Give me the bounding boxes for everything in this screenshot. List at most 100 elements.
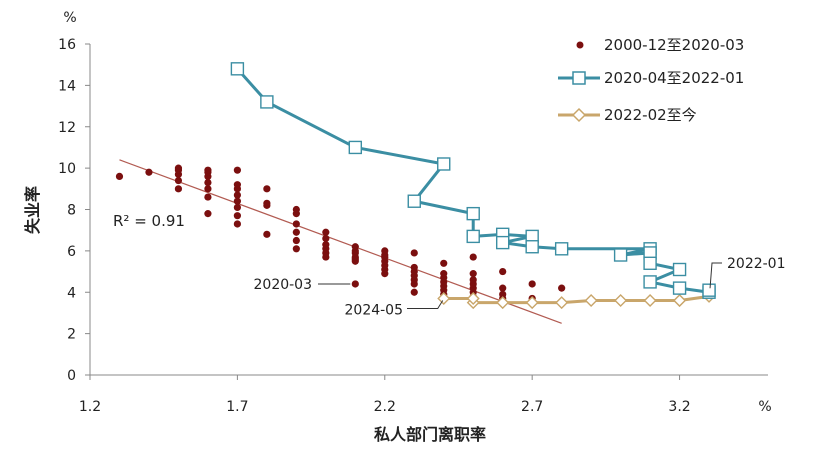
legend-marker-dot (576, 41, 584, 49)
x-ticks: 1.2 1.7 2.2 2.7 3.2 (79, 375, 691, 415)
data-point-square (437, 157, 451, 171)
data-point-dot (499, 267, 507, 276)
data-point-dot (292, 205, 300, 214)
data-point-dot (145, 168, 153, 176)
y-ticks: 0 2 4 6 8 10 12 14 16 (58, 37, 90, 384)
data-point-square (466, 206, 480, 221)
legend: 2000-12至2020-03 2020-04至2022-01 2022-02至… (558, 36, 744, 124)
x-tick-label: 1.2 (79, 399, 101, 415)
y-tick-label: 8 (67, 203, 76, 219)
data-point-dot (233, 197, 241, 205)
data-point-square (672, 281, 687, 295)
data-point-square (495, 235, 510, 250)
series-layer (115, 62, 716, 310)
data-point-diamond (437, 291, 451, 305)
data-point-dot (174, 164, 183, 172)
data-point-dot (233, 203, 241, 212)
legend-item-series-2: 2020-04至2022-01 (558, 69, 744, 87)
y-tick-label: 0 (67, 368, 76, 384)
data-point-dot (263, 199, 271, 207)
data-point-dot (204, 193, 212, 201)
data-point-dot (469, 253, 477, 261)
data-point-dot (410, 288, 418, 296)
annotation-layer: 2020-03 2024-05 2022-01 (254, 256, 786, 318)
data-point-dot (174, 176, 183, 185)
data-point-dot (263, 230, 271, 238)
data-point-dot (233, 181, 241, 189)
data-point-square (554, 242, 569, 256)
data-point-square (643, 275, 657, 289)
data-point-dot (233, 191, 241, 199)
data-point-diamond (466, 291, 480, 305)
y-axis-title: 失业率 (23, 186, 42, 234)
data-point-dot (499, 284, 507, 292)
annotation-leader-2022-01 (709, 262, 722, 289)
data-point-diamond (525, 296, 539, 310)
data-point-diamond (643, 294, 657, 308)
series-2022-now-line (437, 289, 716, 310)
legend-item-series-3: 2022-02至今 (558, 106, 697, 124)
data-point-dot (263, 185, 271, 193)
y-tick-label: 10 (58, 161, 76, 177)
data-point-dot (322, 234, 330, 243)
data-point-dot (204, 185, 212, 193)
r-squared-label: R² = 0.91 (113, 212, 185, 230)
data-point-dot (292, 236, 300, 245)
data-point-dot (292, 245, 300, 253)
legend-label-series-3: 2022-02至今 (604, 106, 697, 124)
x-axis-title: 私人部门离职率 (374, 425, 486, 444)
y-unit-label: % (63, 10, 76, 26)
data-point-dot (204, 210, 212, 218)
data-point-diamond (496, 296, 510, 310)
y-tick-label: 16 (58, 37, 76, 53)
data-point-dot (558, 284, 566, 292)
annotation-label-2020-03: 2020-03 (254, 277, 313, 293)
legend-label-series-1: 2000-12至2020-03 (604, 36, 744, 54)
data-point-dot (381, 247, 389, 255)
data-point-square (348, 140, 363, 155)
data-point-dot (115, 172, 124, 180)
data-point-diamond (673, 294, 687, 308)
data-point-dot (440, 270, 448, 278)
trendline-layer (119, 159, 562, 324)
data-point-dot (322, 228, 330, 236)
data-point-dot (233, 212, 241, 220)
data-point-dot (233, 220, 241, 228)
data-point-dot (292, 228, 300, 236)
data-point-dot (351, 243, 359, 251)
series-2020-2022-line (230, 62, 716, 299)
annotation-label-2024-05: 2024-05 (345, 302, 404, 318)
data-point-square (260, 95, 274, 109)
y-tick-label: 14 (58, 78, 76, 94)
y-tick-label: 12 (58, 120, 76, 136)
data-point-dot (322, 241, 330, 249)
data-point-dot (528, 280, 536, 288)
x-tick-label: 3.2 (668, 399, 690, 415)
data-point-square (672, 262, 687, 277)
x-tick-label: 1.7 (226, 399, 248, 415)
data-point-dot (174, 185, 183, 193)
legend-label-series-2: 2020-04至2022-01 (604, 69, 744, 87)
legend-marker-square (572, 71, 586, 85)
data-point-square (230, 62, 245, 76)
data-point-dot (440, 259, 448, 267)
data-point-dot (233, 166, 241, 174)
data-point-dot (410, 249, 418, 257)
y-tick-label: 6 (67, 244, 76, 260)
data-point-square (613, 248, 628, 262)
linear-trendline (119, 159, 562, 324)
x-unit-label: % (758, 399, 771, 415)
annotation-label-2022-01: 2022-01 (727, 256, 786, 272)
x-tick-label: 2.7 (521, 399, 543, 415)
data-point-dot (292, 220, 300, 228)
data-point-diamond (584, 294, 598, 308)
y-tick-label: 4 (67, 285, 76, 301)
data-point-square (525, 240, 539, 254)
data-point-dot (469, 270, 477, 278)
legend-marker-diamond (571, 107, 587, 123)
data-point-square (702, 283, 716, 297)
x-tick-label: 2.2 (374, 399, 396, 415)
annotation-leader-2024-05 (407, 300, 444, 309)
data-point-dot (410, 263, 418, 272)
